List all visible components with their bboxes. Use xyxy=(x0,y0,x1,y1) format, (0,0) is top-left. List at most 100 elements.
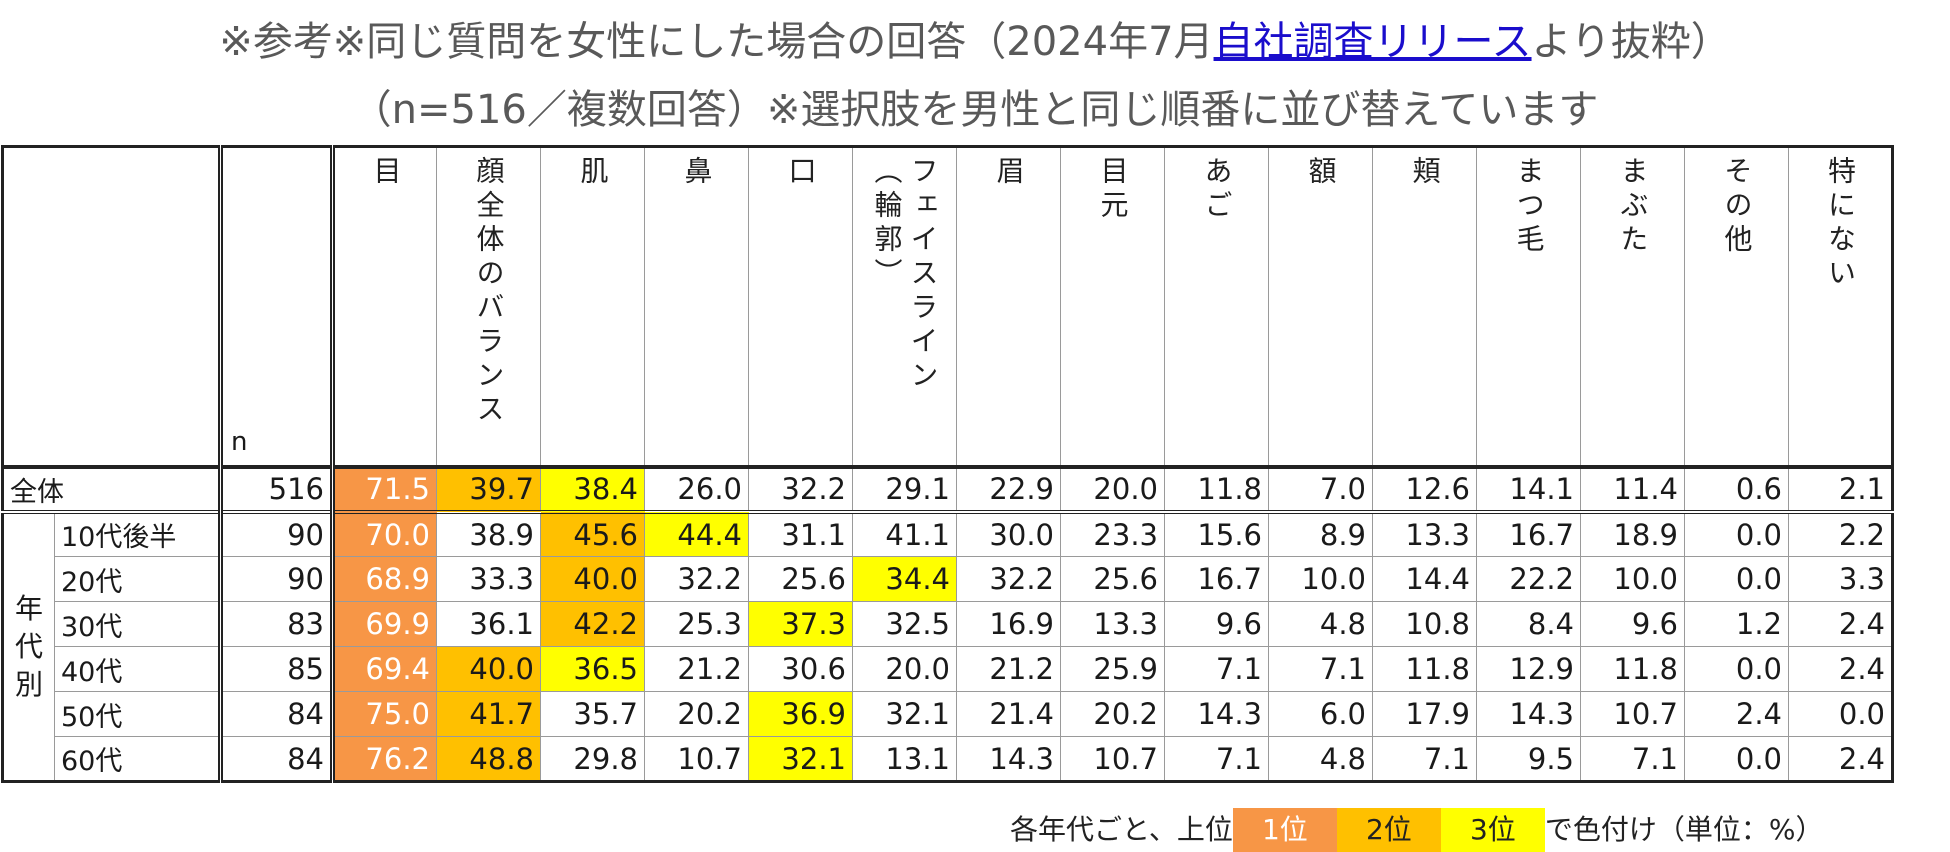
value-cell: 35.7 xyxy=(540,691,645,737)
value-cell: 7.1 xyxy=(1268,646,1373,692)
value-cell: 48.8 xyxy=(436,736,541,782)
legend-note: 各年代ごと、上位 1位 2位 3位 で色付け（単位：%） xyxy=(1010,808,1824,852)
value-cell: 29.1 xyxy=(852,464,957,514)
header-col-label: 頬 xyxy=(1408,156,1442,190)
value-cell: 40.0 xyxy=(436,646,541,692)
value-cell: 3.3 xyxy=(1788,556,1893,602)
header-col-label: フェイスライン（輪郭） xyxy=(870,156,940,394)
value-cell: 7.1 xyxy=(1580,736,1685,782)
value-cell: 2.4 xyxy=(1788,646,1893,692)
header-row: n 目 顔全体のバランス 肌 鼻 口 フェイスライン（輪郭） 眉 目元 あご 額 頬 まつ毛 まぶた その… xyxy=(2,146,1893,467)
value-cell: 10.7 xyxy=(1060,736,1165,782)
page-subtitle: （n=516／複数回答）※選択肢を男性と同じ順番に並び替えています xyxy=(351,87,1599,133)
value-cell: 9.6 xyxy=(1580,601,1685,647)
value-cell: 7.1 xyxy=(1164,646,1269,692)
value-cell: 40.0 xyxy=(540,556,645,602)
value-cell: 33.3 xyxy=(436,556,541,602)
value-cell: 68.9 xyxy=(332,556,437,602)
row-n: 516 xyxy=(220,464,335,514)
header-col-label: あご xyxy=(1200,156,1234,224)
value-cell: 11.4 xyxy=(1580,464,1685,514)
row-n: 90 xyxy=(220,511,335,557)
value-cell: 0.0 xyxy=(1684,736,1789,782)
value-cell: 26.0 xyxy=(644,464,749,514)
header-col-label: 鼻 xyxy=(680,156,714,190)
value-cell: 17.9 xyxy=(1372,691,1477,737)
header-col-label: 顔全体のバランス xyxy=(472,156,506,428)
header-col-label: 眉 xyxy=(992,156,1026,190)
title-text-end: より抜粋） xyxy=(1531,19,1731,65)
header-col: 口 xyxy=(748,146,853,467)
age-row: 20代 90 68.9 33.3 40.0 32.2 25.6 34.4 32.2 25.6 16.… xyxy=(3,556,1893,602)
value-cell: 41.1 xyxy=(852,511,957,557)
value-cell: 14.3 xyxy=(956,736,1061,782)
header-col-label: まぶた xyxy=(1616,156,1650,258)
row-label: 20代 xyxy=(54,556,223,602)
value-cell: 8.4 xyxy=(1476,601,1581,647)
header-col-label: 肌 xyxy=(576,156,610,190)
value-cell: 2.2 xyxy=(1788,511,1893,557)
row-n: 90 xyxy=(220,556,335,602)
row-n: 84 xyxy=(220,736,335,782)
value-cell: 15.6 xyxy=(1164,511,1269,557)
value-cell: 11.8 xyxy=(1372,646,1477,692)
value-cell: 16.9 xyxy=(956,601,1061,647)
value-cell: 7.1 xyxy=(1372,736,1477,782)
value-cell: 70.0 xyxy=(332,511,437,557)
legend-rank2-swatch: 2位 xyxy=(1336,808,1441,852)
header-col: 目元 xyxy=(1060,146,1165,467)
title-text: ※参考※同じ質問を女性にした場合の回答（2024年7月 xyxy=(219,19,1214,65)
value-cell: 14.1 xyxy=(1476,464,1581,514)
value-cell: 20.2 xyxy=(644,691,749,737)
value-cell: 22.2 xyxy=(1476,556,1581,602)
value-cell: 9.5 xyxy=(1476,736,1581,782)
value-cell: 30.6 xyxy=(748,646,853,692)
value-cell: 21.4 xyxy=(956,691,1061,737)
value-cell: 45.6 xyxy=(540,511,645,557)
header-corner xyxy=(2,146,223,467)
row-n: 85 xyxy=(220,646,335,692)
value-cell: 1.2 xyxy=(1684,601,1789,647)
legend-rank3-swatch: 3位 xyxy=(1440,808,1545,852)
value-cell: 7.0 xyxy=(1268,464,1373,514)
value-cell: 20.0 xyxy=(1060,464,1165,514)
value-cell: 32.2 xyxy=(956,556,1061,602)
header-col: 目 xyxy=(332,146,437,467)
value-cell: 20.0 xyxy=(852,646,957,692)
header-col: まつ毛 xyxy=(1476,146,1581,467)
header-col: 眉 xyxy=(956,146,1061,467)
header-col-label: 特にない xyxy=(1824,156,1857,292)
value-cell: 36.1 xyxy=(436,601,541,647)
value-cell: 18.9 xyxy=(1580,511,1685,557)
legend-suffix: で色付け（単位：%） xyxy=(1544,813,1824,846)
survey-release-link[interactable]: 自社調査リリース xyxy=(1213,19,1532,65)
legend-rank1-swatch: 1位 xyxy=(1232,808,1337,852)
value-cell: 16.7 xyxy=(1164,556,1269,602)
value-cell: 2.4 xyxy=(1788,601,1893,647)
value-cell: 36.5 xyxy=(540,646,645,692)
value-cell: 13.3 xyxy=(1372,511,1477,557)
header-col-label: その他 xyxy=(1720,156,1754,258)
age-row: 年代別 10代後半 90 70.0 38.9 45.6 44.4 31.1 41.1 30.0 23… xyxy=(2,511,1893,782)
value-cell: 14.4 xyxy=(1372,556,1477,602)
value-cell: 69.9 xyxy=(332,601,437,647)
value-cell: 12.6 xyxy=(1372,464,1477,514)
row-n: 83 xyxy=(220,601,335,647)
value-cell: 38.4 xyxy=(540,464,645,514)
value-cell: 2.1 xyxy=(1788,464,1893,514)
value-cell: 12.9 xyxy=(1476,646,1581,692)
value-cell: 13.3 xyxy=(1060,601,1165,647)
value-cell: 10.7 xyxy=(1580,691,1685,737)
header-col-label: 額 xyxy=(1304,156,1338,190)
value-cell: 4.8 xyxy=(1268,601,1373,647)
value-cell: 31.1 xyxy=(748,511,853,557)
value-cell: 32.2 xyxy=(644,556,749,602)
value-cell: 39.7 xyxy=(436,464,541,514)
header-col: その他 xyxy=(1684,146,1789,467)
row-label: 全体 xyxy=(2,464,223,514)
value-cell: 32.1 xyxy=(852,691,957,737)
row-n: 84 xyxy=(220,691,335,737)
value-cell: 0.6 xyxy=(1684,464,1789,514)
row-label: 10代後半 xyxy=(54,511,223,557)
value-cell: 44.4 xyxy=(644,511,749,557)
